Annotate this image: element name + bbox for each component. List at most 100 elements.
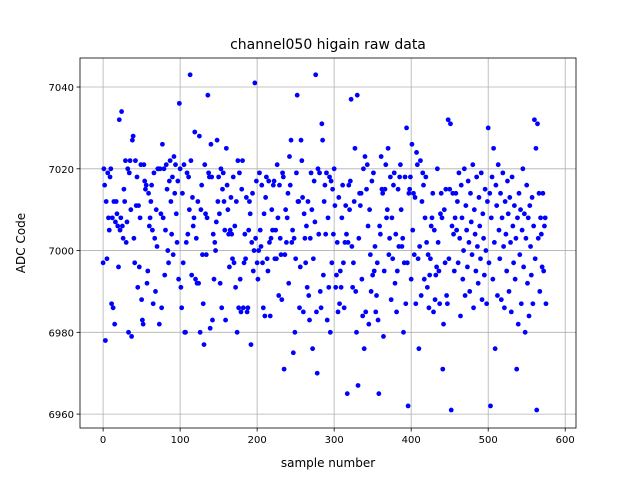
x-tick-label: 100 (171, 435, 190, 446)
point (380, 190, 386, 196)
point (519, 227, 525, 233)
point (465, 178, 471, 184)
point (424, 239, 429, 245)
y-tick-label: 6960 (49, 410, 74, 421)
point (293, 256, 299, 262)
point (139, 317, 145, 323)
point (397, 174, 403, 180)
point (508, 239, 513, 245)
point (136, 203, 141, 208)
point (113, 219, 118, 225)
point (250, 190, 255, 196)
point (216, 174, 222, 180)
point (144, 280, 150, 286)
point (472, 231, 478, 237)
point (461, 166, 467, 172)
point (491, 239, 497, 245)
point (213, 219, 219, 225)
point (533, 145, 539, 151)
point (116, 264, 121, 270)
x-tick-label: 0 (100, 435, 106, 446)
point (464, 227, 470, 233)
point (372, 244, 378, 249)
point (268, 235, 274, 241)
point (455, 260, 461, 266)
point (318, 305, 324, 311)
point (542, 215, 548, 221)
point (184, 170, 190, 176)
point (306, 293, 312, 298)
point (456, 170, 462, 176)
point (235, 158, 241, 164)
point (381, 268, 387, 274)
point (134, 174, 140, 180)
point (260, 305, 266, 311)
point (153, 289, 158, 294)
ticks: 0 100 200 300 400 500 600 6960 6980 7000 7020 7040 (49, 83, 575, 446)
point (178, 284, 184, 290)
point (498, 297, 504, 303)
point (350, 284, 356, 290)
point (454, 199, 460, 204)
point (361, 346, 367, 352)
point (174, 239, 180, 245)
point (103, 338, 108, 343)
point (343, 203, 349, 208)
point (415, 256, 421, 262)
point (124, 219, 130, 225)
point (323, 231, 329, 237)
point (437, 301, 443, 307)
point (314, 309, 319, 315)
point (525, 215, 531, 221)
point (431, 309, 436, 315)
point (441, 207, 447, 213)
point (440, 366, 446, 372)
point (400, 235, 406, 241)
point (494, 203, 500, 208)
point (424, 284, 430, 290)
point (285, 190, 291, 196)
point (137, 215, 143, 221)
point (338, 284, 344, 290)
point (163, 162, 169, 168)
point (508, 309, 514, 315)
point (515, 321, 521, 327)
point (252, 80, 258, 86)
point (445, 117, 451, 123)
point (169, 231, 175, 237)
point (157, 166, 163, 172)
point (106, 215, 111, 221)
point (107, 174, 113, 180)
point (435, 239, 441, 245)
point (118, 215, 124, 221)
point (507, 195, 513, 200)
point (109, 301, 114, 307)
point (479, 297, 485, 303)
point (249, 239, 255, 245)
point (130, 133, 136, 139)
point (145, 268, 151, 274)
point (500, 170, 506, 176)
point (358, 190, 364, 196)
point (349, 244, 355, 249)
x-tick-label: 600 (556, 435, 575, 446)
point (452, 215, 458, 221)
point (141, 162, 147, 168)
point (451, 268, 457, 274)
point (487, 190, 493, 196)
point (153, 207, 159, 213)
point (196, 280, 202, 286)
point (344, 391, 350, 397)
point (238, 309, 244, 315)
point (364, 162, 370, 168)
point (278, 252, 284, 258)
point (308, 170, 314, 176)
point (217, 280, 223, 286)
point (190, 223, 196, 229)
point (135, 284, 141, 290)
point (172, 190, 178, 196)
point (505, 178, 510, 184)
point (432, 297, 438, 303)
point (317, 170, 322, 176)
point (125, 166, 131, 172)
